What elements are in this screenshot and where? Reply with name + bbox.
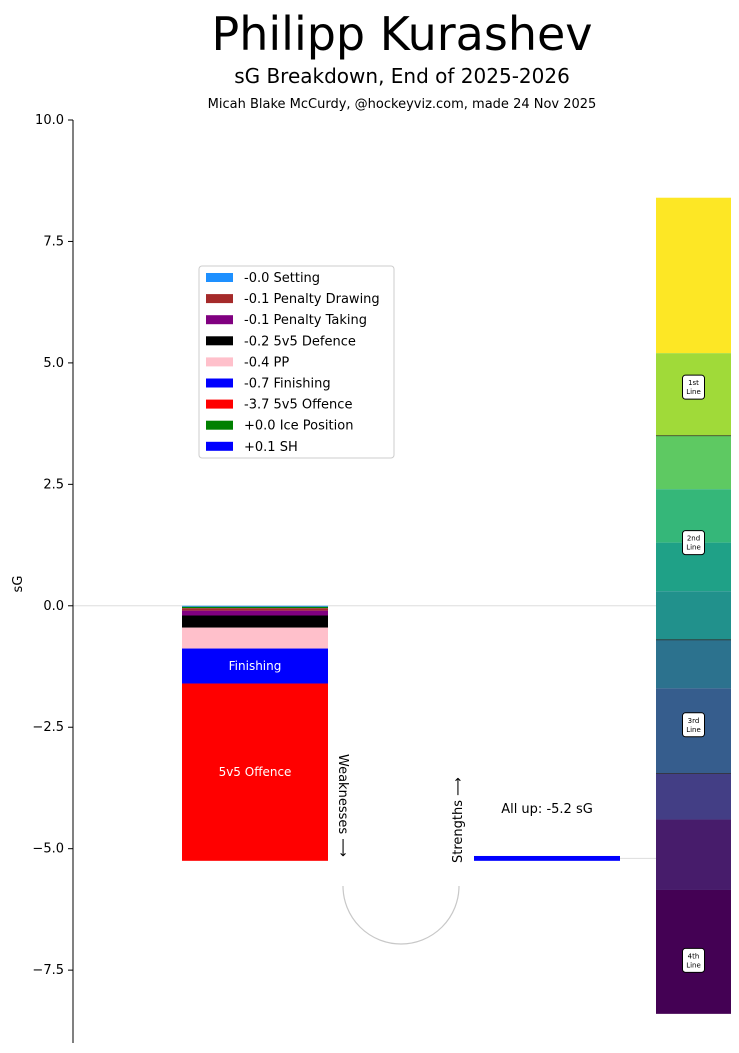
line-scale-band [656, 639, 731, 689]
legend-swatch [206, 420, 233, 430]
y-tick-label: 10.0 [35, 113, 64, 128]
legend-swatch [206, 357, 233, 367]
line-label-rank: 4th [688, 952, 700, 960]
legend-swatch [206, 336, 233, 346]
legend-entry: -0.7 Finishing [244, 377, 331, 392]
line-label-word: Line [686, 961, 701, 969]
line-label-word: Line [686, 726, 701, 734]
y-tick-label: −2.5 [32, 720, 64, 735]
legend: -0.0 Setting -0.1 Penalty Drawing -0.1 Pen… [198, 265, 395, 459]
strengths-label: Strengths ⟶ [451, 777, 466, 863]
chart-credit: Micah Blake McCurdy, @hockeyviz.com, mad… [208, 97, 597, 112]
legend-swatch [206, 294, 233, 304]
line-scale-band [656, 773, 731, 820]
weakness-segment-5v5-offence [182, 683, 328, 861]
y-tick-label: 7.5 [43, 234, 64, 249]
chart-title: Philipp Kurashev [211, 7, 592, 61]
legend-entry: -0.4 PP [244, 355, 289, 370]
weakness-segment-penalty-drawing [182, 608, 328, 611]
strength-segment-sh [474, 855, 620, 861]
weakness-segment-setting [182, 605, 328, 607]
y-tick-label: −7.5 [32, 963, 64, 978]
weakness-segment-ice-position [182, 606, 328, 609]
weakness-segment-finishing [182, 648, 328, 684]
legend-swatch [206, 399, 233, 409]
weaknesses-label: Weaknesses ⟶ [335, 754, 350, 857]
y-tick-label: 0.0 [43, 599, 64, 614]
line-label-rank: 3rd [688, 717, 700, 725]
legend-swatch [206, 315, 233, 325]
legend-entry: -0.0 Setting [244, 271, 320, 286]
line-label-rank: 1st [688, 379, 699, 387]
legend-swatch [206, 273, 233, 282]
y-axis-label: sG [11, 576, 26, 593]
chart-subtitle: sG Breakdown, End of 2025-2026 [234, 64, 570, 88]
y-tick-label: 2.5 [43, 477, 64, 492]
line-label-box [682, 947, 705, 973]
line-label-box [682, 712, 705, 738]
line-label-word: Line [686, 544, 701, 552]
line-scale-band [656, 819, 731, 890]
line-scale-band [656, 435, 731, 490]
y-axis: 10.0 7.5 5.0 2.5 0.0 −2.5 −5.0 −7.5 [32, 113, 74, 1043]
weakness-segment-penalty-taking [182, 610, 328, 616]
legend-entry: -0.1 Penalty Taking [244, 313, 367, 328]
weakness-segment-pp [182, 627, 328, 649]
chart-marks: Finishing 5v5 Offence Weaknesses ⟶ Strength… [73, 197, 731, 1014]
legend-entry: +0.0 Ice Position [244, 419, 353, 434]
line-label-box [682, 530, 705, 556]
legend-entry: -3.7 5v5 Offence [244, 398, 352, 413]
all-up-label: All up: -5.2 sG [501, 802, 593, 817]
y-tick-label: 5.0 [43, 356, 64, 371]
bar-label-5v5-offence: 5v5 Offence [219, 765, 292, 779]
y-tick-label: −5.0 [32, 842, 64, 857]
line-label-word: Line [686, 388, 701, 396]
legend-entry: -0.2 5v5 Defence [244, 334, 356, 349]
weakness-segment-5v5-defence [182, 615, 328, 628]
line-scale-band [656, 591, 731, 640]
line-scale-band [656, 197, 731, 354]
bar-label-finishing: Finishing [229, 659, 282, 673]
legend-entry: +0.1 SH [244, 440, 298, 455]
connector-arc [342, 885, 460, 945]
legend-swatch [206, 378, 233, 388]
legend-entry: -0.1 Penalty Drawing [244, 292, 380, 307]
legend-swatch [206, 441, 233, 451]
legend-box [198, 265, 395, 459]
line-label-rank: 2nd [687, 535, 700, 543]
line-label-box [682, 374, 705, 400]
